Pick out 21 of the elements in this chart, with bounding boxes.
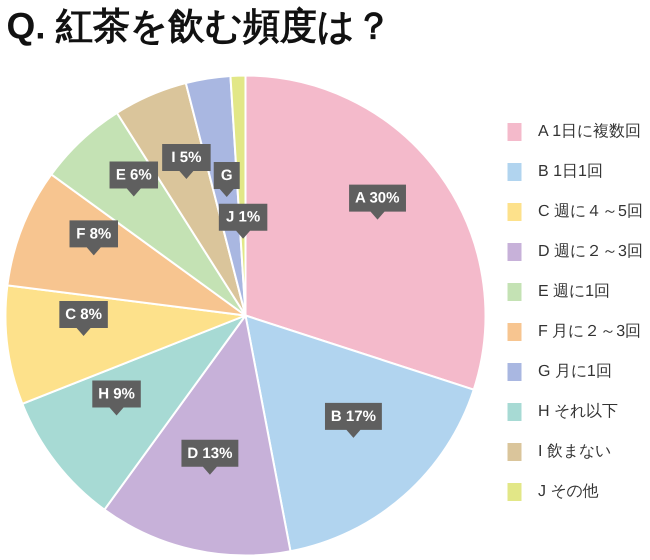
data-label: B 17% [330, 408, 376, 425]
data-label: D 13% [187, 444, 232, 462]
data-label: I 5% [171, 148, 202, 166]
legend-label: C 週に４～5回 [538, 202, 643, 222]
data-label: H 9% [98, 386, 135, 403]
chart-title: Q. 紅茶を飲む頻度は？ [6, 6, 392, 46]
legend-label: H それ以下 [538, 402, 618, 422]
legend-label: E 週に1回 [538, 282, 610, 302]
legend-label: F 月に２～3回 [538, 322, 642, 342]
legend-label: D 週に２～3回 [538, 242, 643, 262]
legend-label: I 飲まない [538, 442, 611, 462]
data-label: E 6% [116, 166, 152, 184]
data-label: C 8% [65, 306, 102, 323]
legend-label: A 1日に複数回 [538, 122, 642, 142]
data-label: A 30% [355, 190, 400, 207]
data-label: G [220, 166, 233, 184]
data-label: F 8% [76, 225, 112, 242]
legend-label: J その他 [538, 482, 598, 502]
legend-label: B 1日1回 [538, 162, 603, 182]
data-label: J 1% [226, 208, 260, 226]
legend-label: G 月に1回 [538, 362, 612, 382]
